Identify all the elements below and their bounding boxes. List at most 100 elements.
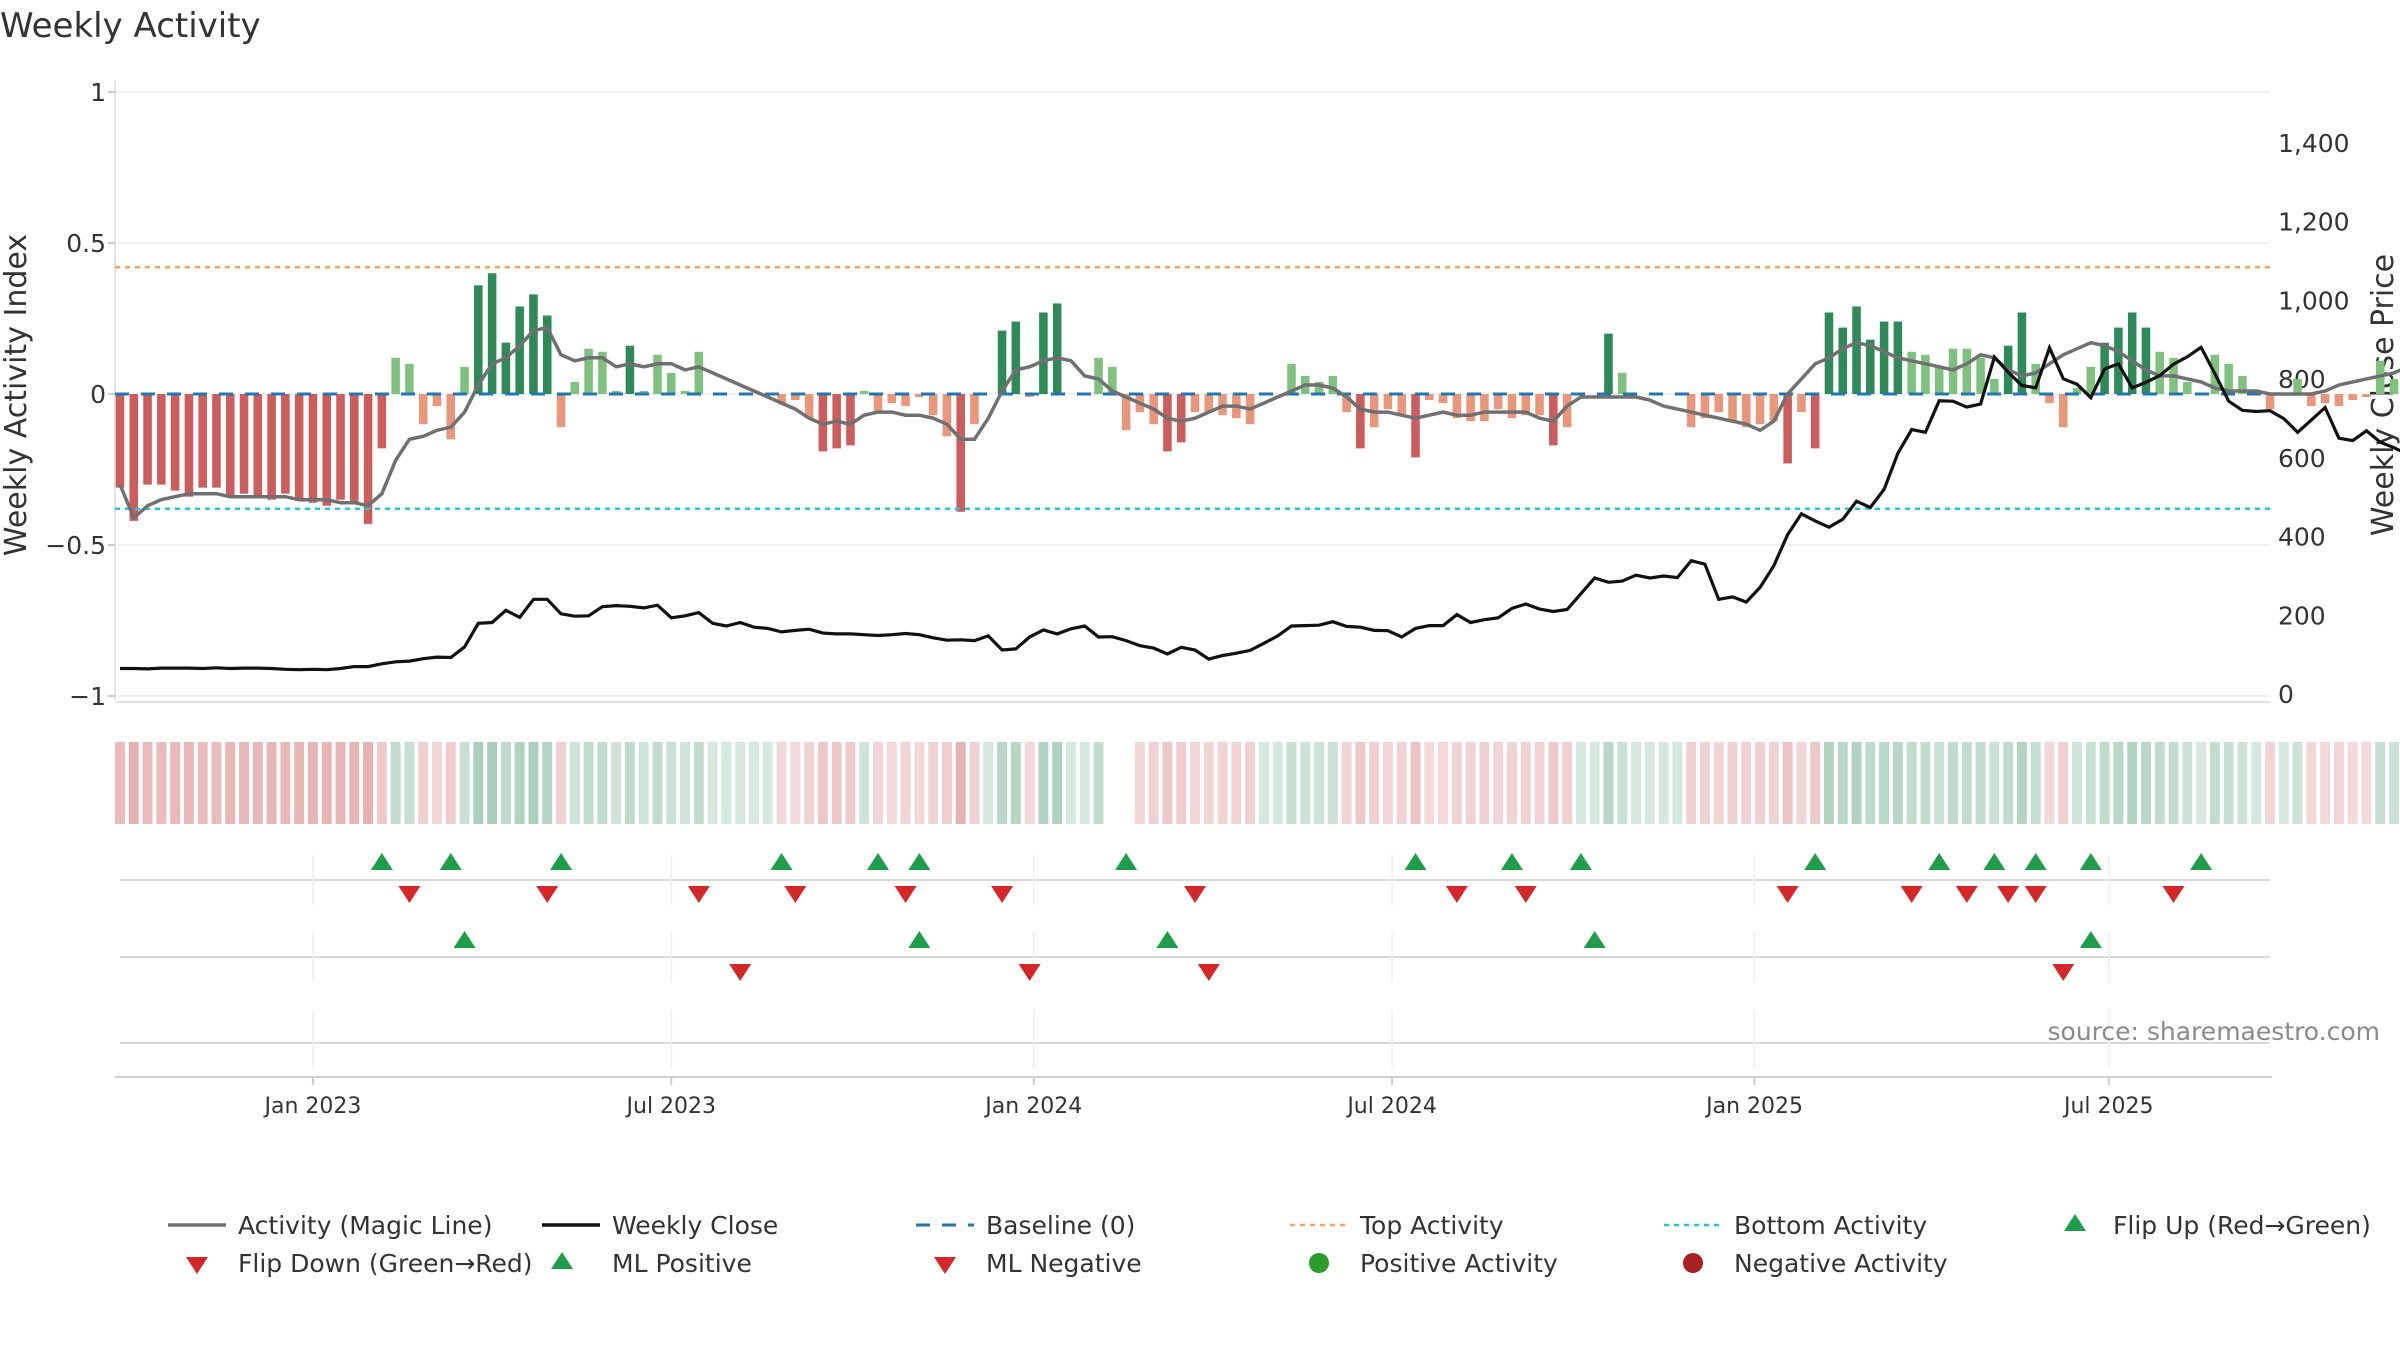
activity-bar xyxy=(556,394,566,428)
heat-strip-cell xyxy=(280,742,291,824)
heat-strip-cell xyxy=(1369,742,1380,824)
activity-bar xyxy=(143,394,152,485)
y2-tick-label: 0 xyxy=(2278,680,2294,709)
heat-strip-cell xyxy=(1479,742,1490,824)
chart-title: Weekly Activity xyxy=(0,6,261,46)
weekly-close-series xyxy=(120,343,2400,672)
heat-strip-cell xyxy=(2085,742,2096,824)
activity-bar xyxy=(1617,372,1627,395)
activity-bar xyxy=(1493,394,1503,410)
activity-bar xyxy=(970,394,979,425)
heat-strip-cell xyxy=(2347,742,2358,824)
heat-strip-cell xyxy=(528,742,539,824)
heat-strip-cell xyxy=(321,742,332,824)
heat-strip-cell xyxy=(1534,742,1545,824)
x-tick-label: Jan 2024 xyxy=(983,1094,1082,1119)
activity-bar xyxy=(350,394,359,503)
activity-bar xyxy=(1535,394,1544,416)
heat-strip-cell xyxy=(1713,742,1724,824)
heat-strip-cell xyxy=(211,742,222,824)
heat-strip-cell xyxy=(1948,742,1958,824)
heat-strip-cell xyxy=(873,742,883,824)
heat-strip-cell xyxy=(1465,742,1476,824)
flip-down-marker xyxy=(784,886,807,903)
y-tick-label: −1 xyxy=(69,682,106,711)
heat-strip-cell xyxy=(1079,742,1090,824)
heat-strip-cell xyxy=(556,742,566,824)
y2-tick-label: 1,200 xyxy=(2278,208,2350,237)
heat-strip-cell xyxy=(983,742,994,824)
legend-label: Flip Up (Red→Green) xyxy=(2113,1211,2371,1240)
activity-bar xyxy=(791,394,800,401)
heat-strip-cell xyxy=(1686,742,1697,824)
activity-bar xyxy=(225,394,235,497)
heat-strip-cell xyxy=(2182,742,2193,824)
heat-strip-cell xyxy=(2030,742,2041,824)
y-tick-label: 0.5 xyxy=(66,229,106,258)
y2-tick-label: 800 xyxy=(2278,365,2326,394)
activity-bar xyxy=(1356,394,1365,449)
activity-bar xyxy=(1562,394,1572,428)
activity-bar xyxy=(1383,394,1393,410)
heat-strip-cell xyxy=(1644,742,1655,824)
heat-strip-cell xyxy=(487,742,498,824)
activity-bar xyxy=(157,394,166,485)
activity-bar xyxy=(942,394,952,437)
flip-up-marker xyxy=(1404,853,1427,870)
activity-bar xyxy=(501,342,511,395)
legend-label: Baseline (0) xyxy=(986,1211,1135,1240)
x-axis-ticks: Jan 2023 Jul 2023 Jan 2024 Jul 2024 Jan 2025… xyxy=(262,1077,2154,1119)
activity-bar xyxy=(1852,306,1861,395)
activity-bar xyxy=(625,345,635,395)
heat-strip-cell xyxy=(376,742,387,824)
heat-strip-cell xyxy=(2113,742,2124,824)
heat-strip-cell xyxy=(1203,742,1214,824)
heat-strip-cell xyxy=(335,742,346,824)
activity-bar xyxy=(1879,321,1889,395)
heat-strip-cell xyxy=(1341,742,1352,824)
heat-strip-cell xyxy=(2251,742,2262,824)
y2-axis-ticks: 0 200 400 600 800 1,000 1,200 1,400 xyxy=(2278,129,2350,709)
flip-down-marker xyxy=(1900,886,1923,903)
heat-strip-cell xyxy=(997,742,1008,824)
heat-strip-cell xyxy=(790,742,801,824)
heat-strip-cell xyxy=(2168,742,2179,824)
legend-symbol xyxy=(1683,1253,1703,1273)
activity-bar xyxy=(1108,366,1117,395)
activity-bar xyxy=(1425,394,1434,401)
heat-strip-cell xyxy=(363,742,374,824)
activity-bar xyxy=(1783,394,1792,464)
heat-strip-cell xyxy=(666,742,677,824)
heat-strip-cell xyxy=(1892,742,1903,824)
activity-bar xyxy=(846,394,855,446)
legend-label: Top Activity xyxy=(1359,1211,1504,1240)
heat-strip-cell xyxy=(1507,742,1517,824)
heat-strip-cell xyxy=(1038,742,1049,824)
flip-down-marker xyxy=(2162,886,2185,903)
flip-down-marker xyxy=(536,886,559,903)
activity-bar xyxy=(570,381,580,395)
legend-label: Activity (Magic Line) xyxy=(238,1211,492,1240)
activity-bar xyxy=(584,348,593,395)
flip-up-marker xyxy=(867,853,890,870)
heat-strip-cell xyxy=(432,742,442,824)
activity-bar xyxy=(281,394,290,494)
flip-down-marker xyxy=(1997,886,2020,903)
activity-bar xyxy=(1604,333,1613,395)
heat-strip-cell xyxy=(2320,742,2331,824)
activity-bar xyxy=(1314,381,1324,395)
x-tick-label: Jan 2023 xyxy=(262,1094,361,1119)
legend-label: Weekly Close xyxy=(612,1211,778,1240)
heat-strip-cell xyxy=(1148,742,1159,824)
activity-bar xyxy=(859,391,869,395)
activity-bar xyxy=(2031,363,2040,395)
flip-up-marker xyxy=(770,853,793,870)
flip-down-marker xyxy=(1445,886,1468,903)
heat-strip-cell xyxy=(2196,742,2207,824)
activity-bar xyxy=(1039,312,1048,395)
activity-bar xyxy=(887,394,897,404)
flip-down-marker xyxy=(398,886,421,903)
heat-strip-cell xyxy=(2265,742,2275,824)
y-tick-label: 0 xyxy=(90,380,106,409)
flip-down-marker xyxy=(1514,886,1537,903)
